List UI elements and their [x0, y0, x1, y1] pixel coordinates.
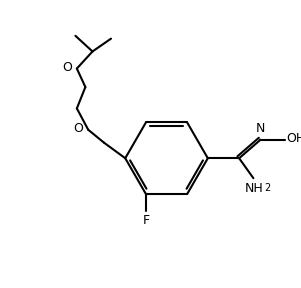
Text: 2: 2	[264, 183, 270, 193]
Text: O: O	[73, 122, 83, 135]
Text: O: O	[62, 61, 72, 74]
Text: OH: OH	[286, 132, 301, 145]
Text: N: N	[256, 122, 265, 135]
Text: F: F	[142, 214, 150, 227]
Text: NH: NH	[245, 182, 263, 195]
